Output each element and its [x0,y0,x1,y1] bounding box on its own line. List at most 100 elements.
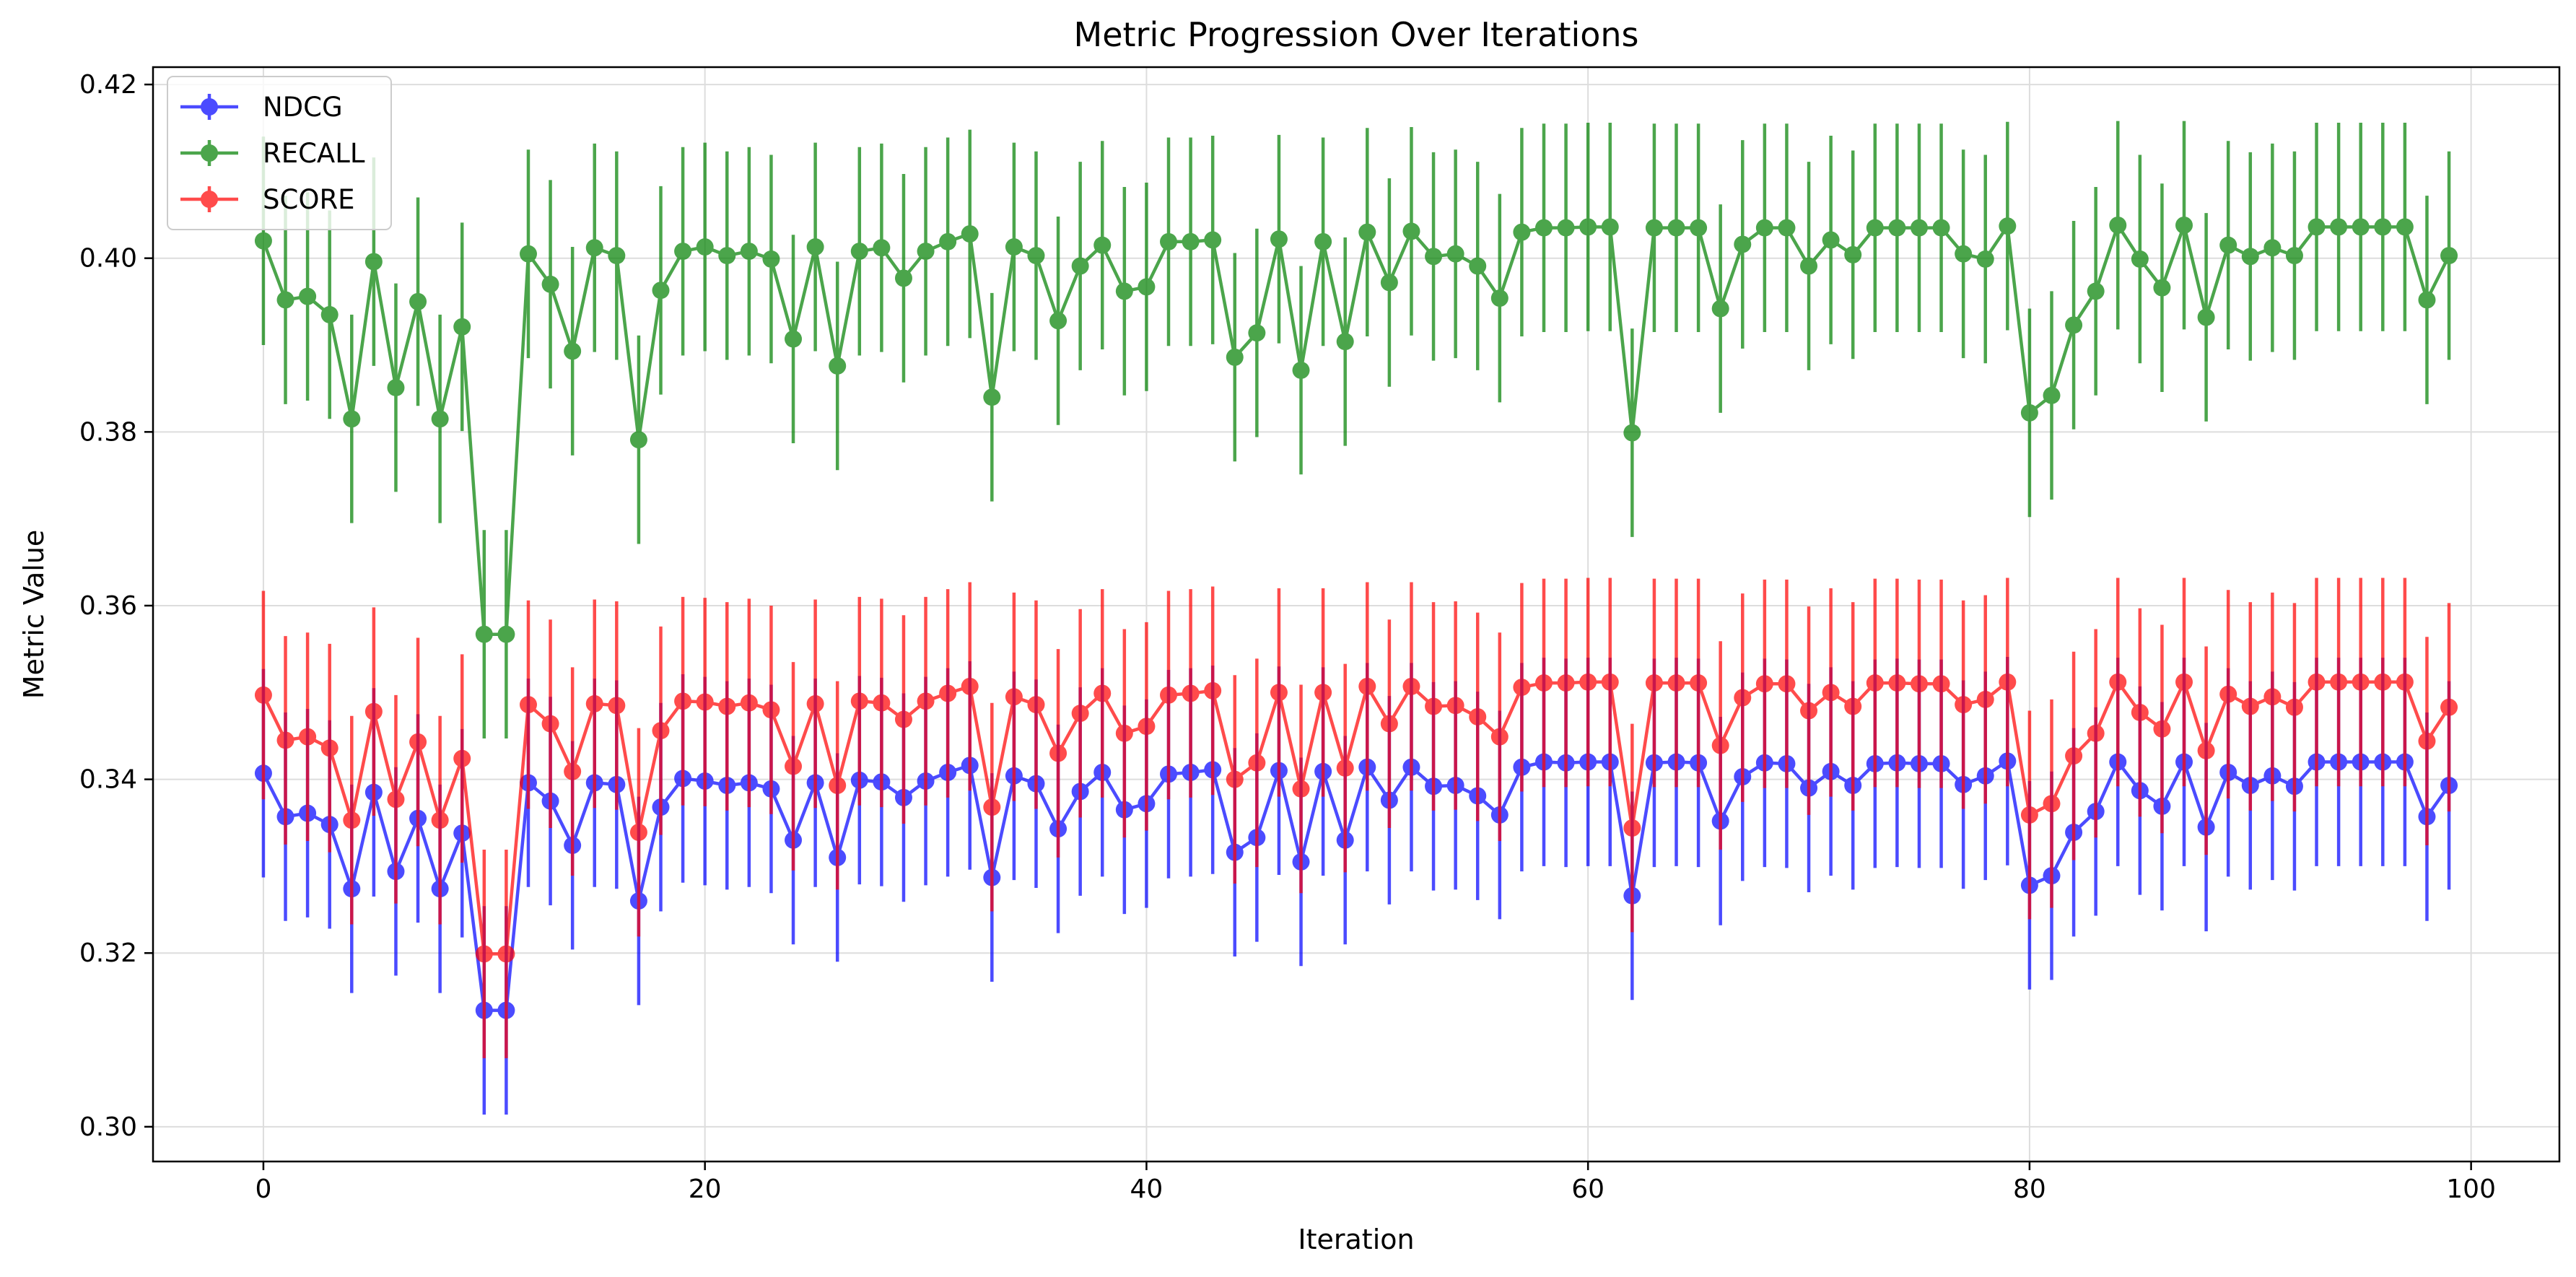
recall-point [696,238,714,256]
score-point [1182,684,1200,702]
score-point [740,694,758,712]
legend-box [167,76,392,230]
recall-point [343,410,361,428]
recall-point [1336,333,1354,351]
score-point [1976,690,1994,708]
score-point [1711,736,1729,754]
score-point [696,693,714,711]
recall-point [299,287,317,305]
score-point [475,945,493,963]
score-point [1469,707,1487,725]
score-point [2087,724,2105,742]
score-point [1027,696,1045,714]
score-point [1292,780,1310,798]
recall-point [1690,219,1708,237]
axis-ticks: 0 20 40 60 80 100 0.30 0.32 0.34 0.36 0.38 0.40 0.42 [79,70,2496,1204]
recall-point [585,239,603,257]
score-point [1138,718,1156,736]
score-point [2109,673,2127,691]
score-point [1667,674,1685,692]
legend-score-label: SCORE [263,184,355,215]
score-point [299,728,317,746]
score-point [1425,697,1443,715]
recall-point [961,225,979,243]
score-point [1645,674,1663,692]
recall-point [1490,289,1509,308]
chart-title: Metric Progression Over Iterations [1074,15,1639,54]
score-series [254,578,2458,1058]
recall-point [2396,218,2414,236]
recall-point [1910,219,1928,237]
recall-point [2197,308,2215,326]
score-point [1226,770,1244,788]
legend-recall-point [201,144,218,162]
recall-point [2020,404,2038,422]
score-point [829,777,847,795]
score-point [1557,674,1575,692]
score-point [343,811,361,829]
score-point [2241,697,2259,715]
recall-point [850,243,868,261]
score-point [873,694,891,712]
score-point [1446,697,1464,715]
score-point [2330,673,2348,691]
recall-point [1138,278,1156,296]
score-point [409,733,427,751]
x-tick-label: 0 [255,1174,271,1204]
recall-point [1226,348,1244,366]
recall-point [829,357,847,375]
score-point [519,696,537,714]
score-point [850,692,868,710]
score-point [2418,732,2436,750]
legend: NDCG RECALL SCORE [167,76,392,230]
score-point [2131,703,2149,721]
legend-recall-marker [180,140,238,166]
y-tick-label: 0.34 [79,765,137,795]
score-point [785,757,803,775]
recall-point [1005,238,1023,256]
score-point [1005,688,1023,706]
recall-point [1027,247,1045,265]
score-point [585,694,603,712]
score-point [2020,806,2038,824]
recall-point [894,269,912,287]
recall-point [475,625,493,643]
score-point [1270,684,1288,702]
recall-point [2175,216,2193,234]
recall-point [2263,239,2282,257]
score-point [1115,724,1133,742]
score-point [1601,673,1619,691]
ndcg-line [261,759,2450,1012]
score-point [1490,728,1509,746]
recall-point [785,330,803,348]
score-point [1866,674,1884,692]
score-point [2065,747,2083,765]
axes-frame [152,66,2561,1163]
recall-point [1601,218,1619,236]
recall-point [1623,424,1641,442]
score-point [1402,677,1420,695]
recall-point [2418,291,2436,309]
recall-point [387,378,405,396]
recall-point [608,247,626,265]
recall-point [497,625,515,643]
score-point [1071,705,1089,723]
recall-point [1402,222,1420,240]
recall-point [2352,218,2370,236]
recall-point [2109,216,2127,234]
recall-point [917,243,935,261]
recall-point [1314,232,1332,250]
score-point [2285,698,2303,716]
score-point [1513,679,1531,697]
recall-point [652,282,670,300]
score-point [2219,685,2237,703]
recall-point [2153,279,2171,297]
score-point [2374,673,2392,691]
score-point [1623,819,1641,837]
score-point [1160,686,1178,704]
score-point [806,694,824,712]
score-point [1579,673,1597,691]
legend-ndcg-label: NDCG [263,92,343,123]
